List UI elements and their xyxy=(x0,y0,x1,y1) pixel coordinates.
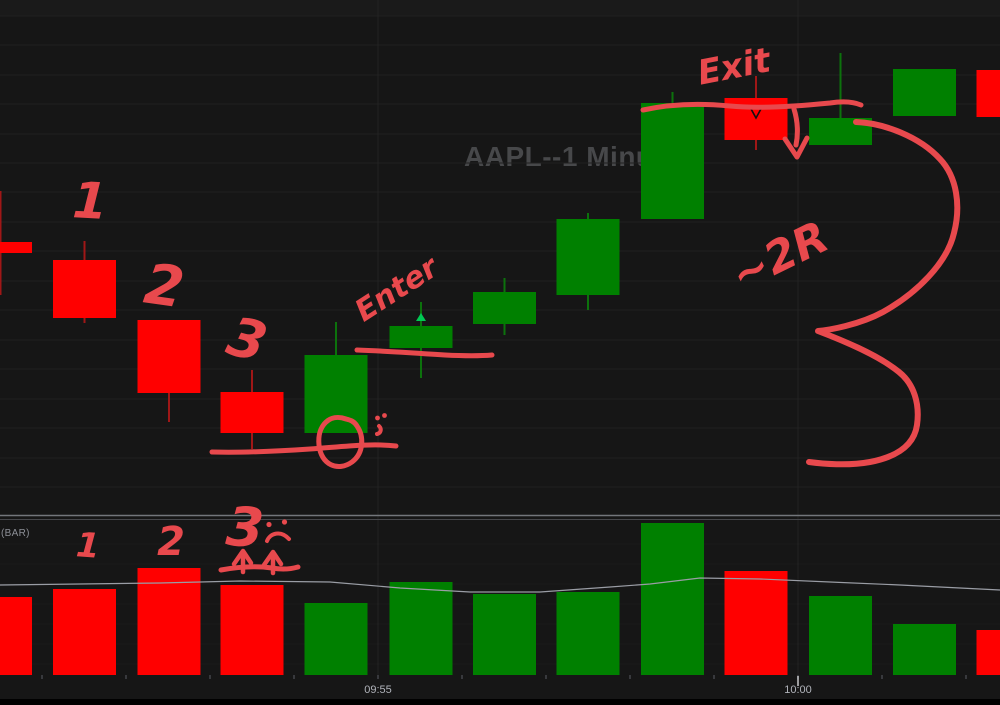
volume-pane-label: (BAR) xyxy=(1,528,30,539)
exit-arrow-shaft xyxy=(791,106,800,148)
candle-body xyxy=(137,320,201,393)
volume-bar xyxy=(809,596,872,675)
volume-bar xyxy=(53,589,116,675)
sad-face-eye xyxy=(266,521,272,528)
up-arrow-2-head xyxy=(261,549,284,568)
up-arrow-1-head xyxy=(231,548,254,567)
volume-bar xyxy=(976,630,1000,675)
candle-body xyxy=(976,70,1000,117)
exit-level-line xyxy=(640,99,864,113)
candle-body xyxy=(304,355,368,433)
risk-brace xyxy=(806,119,961,468)
count-1-volume: 1 xyxy=(74,525,102,567)
candle-body xyxy=(389,326,453,348)
time-label: 09:55 xyxy=(364,684,392,696)
bottom-strip xyxy=(0,699,1000,705)
volume-bar xyxy=(556,592,620,675)
volume-bar xyxy=(473,594,536,675)
stop-level-line xyxy=(209,442,399,455)
time-label: 10:00 xyxy=(784,684,812,696)
candle-body xyxy=(893,69,956,116)
sad-face-eye xyxy=(281,519,288,525)
volume-bar xyxy=(304,603,368,675)
count-2-volume: 2 xyxy=(157,519,185,565)
volume-underline xyxy=(218,564,301,573)
count-3-volume: 3 xyxy=(224,494,266,561)
candle-body xyxy=(53,260,116,318)
volume-bar xyxy=(641,523,704,675)
price-face-dot xyxy=(382,413,387,418)
price-face-hook xyxy=(375,424,383,436)
volume-bar xyxy=(137,568,201,675)
sad-face-mouth xyxy=(265,531,291,543)
entry-level-line xyxy=(354,347,495,359)
candle-body xyxy=(556,219,620,295)
chart-watermark: AAPL--1 Minu xyxy=(464,141,654,172)
chart-top-band xyxy=(0,0,1000,16)
buy-marker-icon xyxy=(416,313,426,321)
volume-bar xyxy=(893,624,956,675)
volume-ma-line xyxy=(0,577,1000,593)
price-face-dot xyxy=(375,415,380,421)
volume-bar xyxy=(389,582,453,675)
candle-body xyxy=(473,292,536,324)
volume-bar xyxy=(0,597,32,675)
volume-bar xyxy=(220,585,284,675)
exit-arrow-head xyxy=(782,135,810,160)
candle-body xyxy=(641,103,704,219)
candle-body xyxy=(0,242,32,253)
volume-bar xyxy=(724,571,788,675)
count-1-price: 1 xyxy=(71,171,109,231)
count-2-price: 2 xyxy=(140,251,188,322)
entry-circle xyxy=(316,415,365,469)
candle-body xyxy=(220,392,284,433)
